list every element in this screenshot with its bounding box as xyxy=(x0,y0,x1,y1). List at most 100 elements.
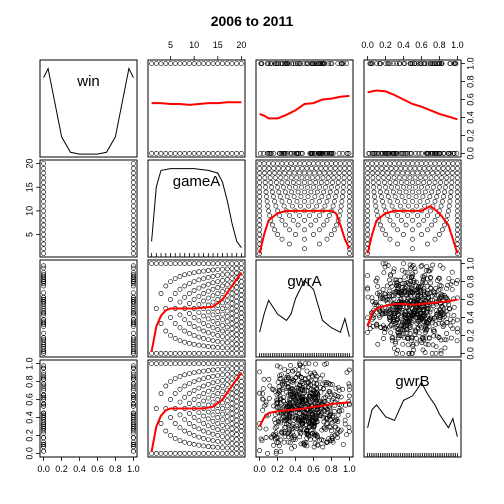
data-point xyxy=(387,288,393,294)
data-point xyxy=(444,213,450,218)
data-point xyxy=(153,261,159,266)
data-point xyxy=(300,386,306,392)
data-point xyxy=(410,180,415,185)
data-point xyxy=(229,61,235,66)
data-point xyxy=(220,377,225,383)
data-point xyxy=(314,189,320,195)
data-point xyxy=(389,338,395,344)
data-point xyxy=(448,184,454,190)
smoother-line xyxy=(150,272,243,352)
data-point xyxy=(386,314,392,320)
data-point xyxy=(186,261,192,266)
data-point xyxy=(385,150,390,156)
data-point xyxy=(305,194,311,200)
data-point xyxy=(395,198,400,204)
data-point xyxy=(445,208,451,214)
data-point xyxy=(196,342,202,348)
data-point xyxy=(289,189,295,195)
data-point xyxy=(438,348,444,354)
data-point xyxy=(224,266,230,272)
data-point xyxy=(172,261,178,266)
data-point xyxy=(340,61,346,66)
data-point xyxy=(323,440,329,446)
data-point xyxy=(302,418,307,424)
panel-frame xyxy=(255,359,354,458)
data-point xyxy=(454,208,460,214)
data-point xyxy=(446,276,452,281)
data-point xyxy=(130,165,136,171)
data-point xyxy=(201,283,206,289)
data-point xyxy=(336,175,342,181)
data-point xyxy=(273,180,279,185)
data-point xyxy=(446,203,452,209)
data-point xyxy=(220,328,225,334)
data-point xyxy=(285,165,291,171)
data-point xyxy=(334,397,340,403)
tick-label: 0.0 xyxy=(361,40,374,50)
data-point xyxy=(234,332,240,337)
data-point xyxy=(405,203,411,209)
data-point xyxy=(323,184,328,190)
data-point xyxy=(302,227,307,233)
data-point xyxy=(177,361,183,366)
tick-label: 1.0 xyxy=(24,357,34,370)
data-point xyxy=(269,189,275,195)
data-point xyxy=(177,338,183,343)
data-point xyxy=(220,350,225,356)
data-point xyxy=(336,170,342,176)
data-point xyxy=(438,314,443,320)
data-point xyxy=(182,417,188,423)
data-point xyxy=(210,331,216,337)
data-point xyxy=(210,61,216,66)
data-point xyxy=(158,350,164,356)
data-point xyxy=(172,450,178,456)
data-point xyxy=(365,213,370,218)
data-point xyxy=(436,232,442,237)
data-point xyxy=(445,150,451,156)
data-point xyxy=(407,331,413,336)
data-point xyxy=(423,320,429,326)
data-point xyxy=(429,150,435,156)
data-point xyxy=(401,295,407,301)
data-point xyxy=(257,369,262,375)
data-point xyxy=(365,194,370,200)
data-point xyxy=(260,396,265,402)
data-point xyxy=(172,421,178,426)
data-point xyxy=(149,350,154,356)
data-point xyxy=(234,422,240,428)
data-point xyxy=(205,368,211,373)
data-point xyxy=(191,450,197,456)
data-point xyxy=(153,450,159,456)
data-point xyxy=(238,319,244,325)
data-point xyxy=(276,443,282,449)
data-point xyxy=(168,261,173,266)
data-point xyxy=(257,217,262,223)
data-point xyxy=(238,441,244,447)
data-point xyxy=(415,213,420,218)
data-point xyxy=(409,273,415,279)
data-point xyxy=(306,361,312,366)
tick-label: 0.0 xyxy=(24,447,34,460)
data-point xyxy=(369,150,375,156)
data-point xyxy=(257,180,262,185)
data-point xyxy=(271,442,276,448)
data-point xyxy=(320,444,326,450)
data-point xyxy=(182,350,188,356)
tick-label: 0.6 xyxy=(91,464,104,474)
data-point xyxy=(326,61,332,66)
data-point xyxy=(431,328,436,334)
data-point xyxy=(300,61,306,66)
data-point xyxy=(454,232,460,237)
data-point xyxy=(238,279,244,284)
data-point xyxy=(395,347,401,353)
data-point xyxy=(424,290,429,296)
data-point xyxy=(186,340,192,346)
data-point xyxy=(410,227,415,233)
data-point xyxy=(312,396,318,401)
data-point xyxy=(286,375,291,381)
data-point xyxy=(304,427,310,433)
data-point xyxy=(238,401,244,407)
data-point xyxy=(324,361,330,366)
data-point xyxy=(392,339,398,345)
data-point xyxy=(326,424,332,429)
